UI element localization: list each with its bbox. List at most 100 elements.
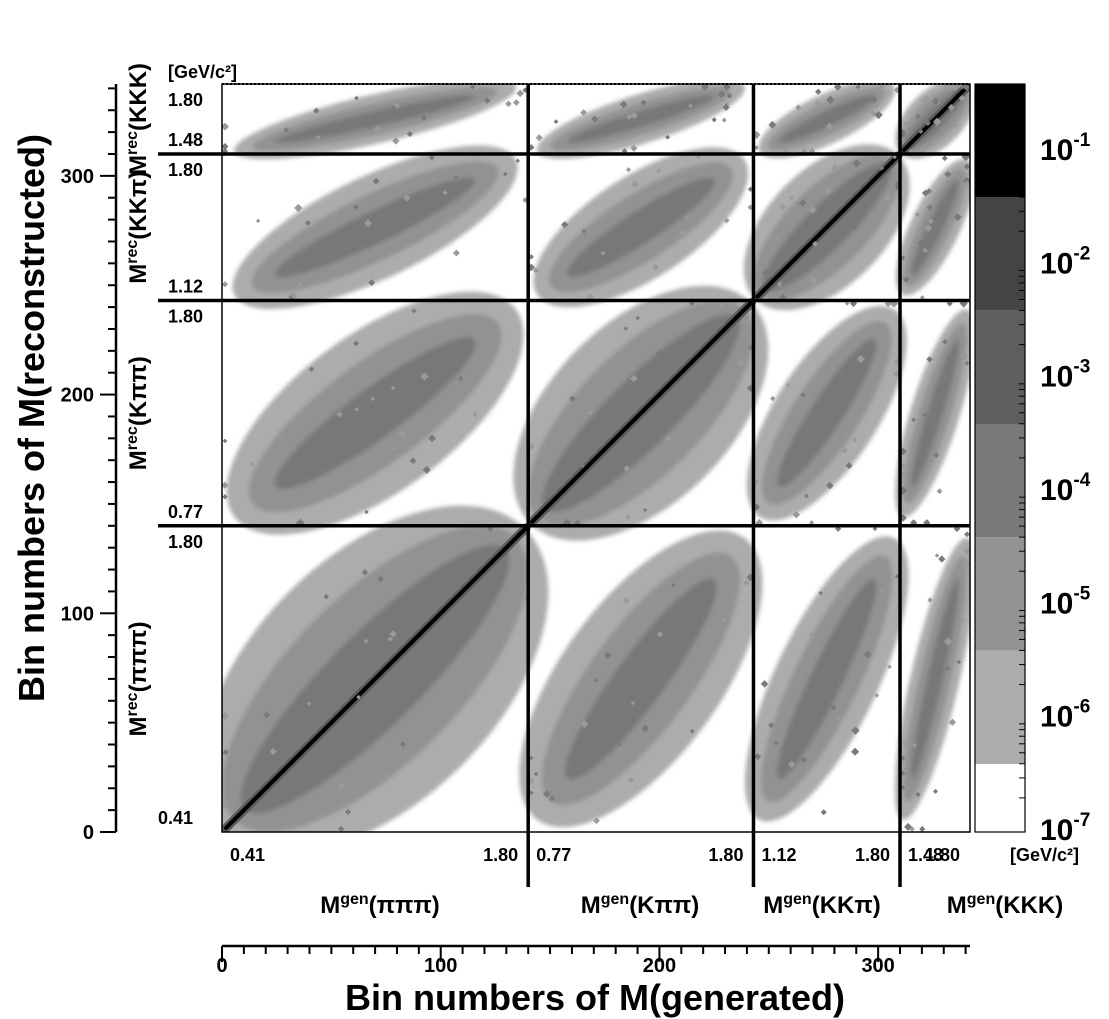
speckle-point <box>284 270 290 276</box>
colorbar-label: 10-5 <box>1040 583 1091 620</box>
speckle-point <box>622 596 630 605</box>
speckle-point <box>296 134 303 142</box>
gen-block-title: Mgen(πππ) <box>320 891 440 919</box>
rec-block-title: Mrec(KKπ) <box>124 171 152 284</box>
speckle-point <box>297 281 303 287</box>
speckle-point <box>390 385 396 391</box>
speckle-point <box>429 154 435 161</box>
speckle-point <box>569 395 576 402</box>
speckle-point <box>792 510 801 519</box>
x-tick-label: 200 <box>643 955 676 977</box>
speckle-point <box>528 790 534 796</box>
speckle-point <box>222 749 229 756</box>
speckle-point <box>845 462 853 470</box>
speckle-point <box>927 597 933 603</box>
speckle-point <box>308 366 315 372</box>
speckle-point <box>863 650 872 659</box>
speckle-point <box>824 187 833 195</box>
contour-level-2 <box>776 579 877 779</box>
speckle-point <box>222 494 228 500</box>
speckle-point <box>720 617 727 623</box>
colorbar-label: 10-1 <box>1040 130 1091 167</box>
speckle-point <box>516 89 525 98</box>
y-tick-label: 0 <box>83 822 94 844</box>
gen-block-title: Mgen(Kππ) <box>581 891 700 919</box>
speckle-point <box>580 463 586 469</box>
speckle-point <box>580 109 587 116</box>
speckle-point <box>925 392 930 398</box>
contour-block-3-0 <box>894 537 970 820</box>
speckle-point <box>365 233 374 242</box>
speckle-point <box>722 84 731 91</box>
speckle-points <box>222 84 970 832</box>
speckle-point <box>411 308 417 314</box>
speckle-point <box>919 825 926 832</box>
block-boundary-lines <box>158 84 970 887</box>
speckle-point <box>800 756 808 763</box>
contour-block-2-1 <box>746 305 907 521</box>
rec-block-title: Mrec(KKK) <box>124 63 152 175</box>
speckle-point <box>932 97 940 106</box>
speckle-point <box>938 555 946 563</box>
speckle-point <box>338 825 345 832</box>
speckle-point <box>930 94 935 100</box>
speckle-point <box>809 276 818 285</box>
speckle-point <box>958 94 966 102</box>
speckle-point <box>779 203 786 211</box>
speckle-point <box>962 559 970 568</box>
speckle-point <box>679 228 688 237</box>
colorbar-band <box>975 197 1025 311</box>
contour-level-2 <box>777 339 877 487</box>
gen-mass-low-label: 1.48 <box>908 845 943 865</box>
rec-mass-low-label: 0.41 <box>158 808 193 828</box>
gen-mass-high-label: 1.80 <box>855 845 890 865</box>
speckle-point <box>908 441 914 447</box>
speckle-point <box>800 392 806 398</box>
contour-block-0-3 <box>234 84 517 160</box>
speckle-point <box>361 569 369 576</box>
x-tick-label: 300 <box>861 955 894 977</box>
speckle-point <box>963 547 970 555</box>
speckle-point <box>944 170 952 178</box>
rec-block-title: Mrec(πππ) <box>124 621 152 736</box>
rec-mass-high-label: 1.80 <box>168 307 203 327</box>
speckle-point <box>294 203 303 213</box>
speckle-point <box>820 809 827 816</box>
speckle-point <box>856 354 865 364</box>
speckle-point <box>809 631 814 637</box>
speckle-point <box>533 771 539 777</box>
speckle-point <box>830 704 837 711</box>
speckle-point <box>872 526 878 532</box>
speckle-point <box>960 353 968 361</box>
rec-mass-high-label: 1.80 <box>168 90 203 110</box>
contour-level-2 <box>275 95 475 143</box>
speckle-point <box>378 687 383 693</box>
speckle-point <box>717 90 726 99</box>
gen-mass-high-label: 1.80 <box>925 845 960 865</box>
speckle-point <box>422 465 431 474</box>
speckle-point <box>453 174 458 180</box>
speckle-point <box>947 104 955 111</box>
contour-block-0-2 <box>232 145 518 310</box>
speckle-point <box>399 114 405 120</box>
rec-mass-low-label: 0.77 <box>168 502 203 522</box>
gen-mass-high-label: 1.80 <box>708 845 743 865</box>
speckle-point <box>625 514 631 520</box>
speckle-point <box>222 801 229 809</box>
mass-labels-x: 0.41 1.80 0.77 1.80 1.12 1.80 1.481.80 <box>230 845 960 865</box>
colorbar-band <box>975 650 1025 764</box>
speckle-point <box>964 360 970 366</box>
speckle-point <box>370 396 376 402</box>
speckle-point <box>630 144 638 152</box>
block-titles-x: Mgen(πππ) Mgen(Kππ) Mgen(KKπ) Mgen(KKK) <box>320 891 1063 919</box>
speckle-point <box>754 479 759 485</box>
speckle-point <box>902 738 911 747</box>
speckle-point <box>624 224 631 231</box>
speckle-point <box>775 235 780 240</box>
speckle-point <box>934 553 940 558</box>
speckle-point <box>364 509 369 515</box>
unit-label-right: [GeV/c²] <box>1010 845 1079 865</box>
speckle-point <box>505 100 512 108</box>
contour-level-2 <box>564 578 717 780</box>
contour-level-2 <box>275 177 475 278</box>
